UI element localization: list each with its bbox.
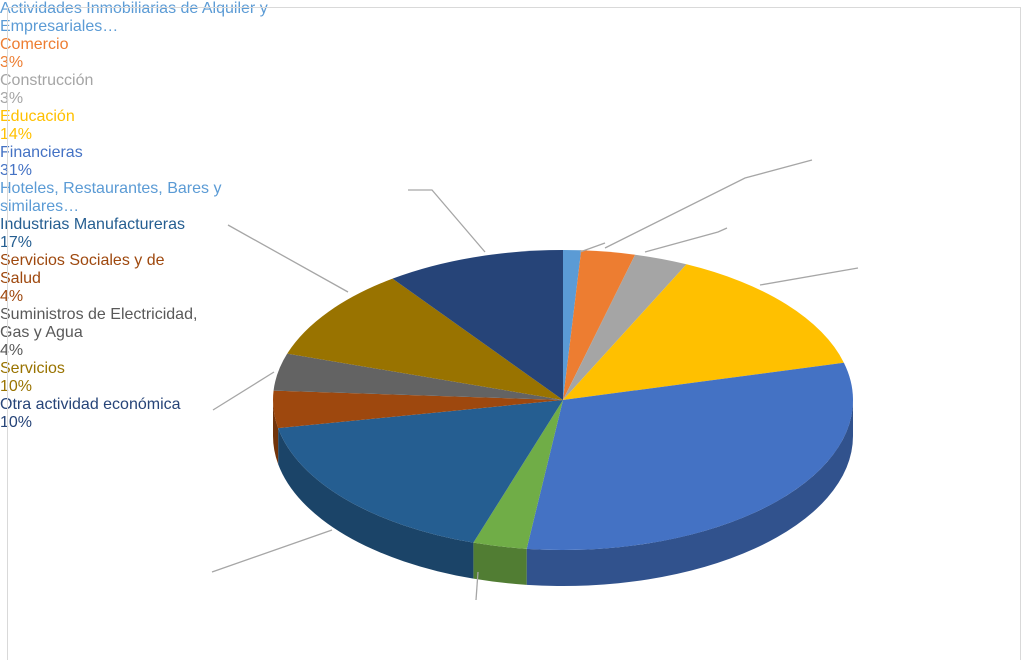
pie-slice-side [273, 400, 279, 465]
value-label: 3% [0, 90, 24, 107]
value-label: 17% [0, 234, 33, 251]
pie-slice-side [278, 428, 474, 579]
pie-slice [273, 353, 563, 400]
pie-slice [473, 400, 563, 549]
category-label: Educación [0, 108, 75, 125]
category-label: Industrias Manufactureras [0, 216, 185, 233]
pie-slice [526, 362, 853, 550]
data-label: Comercio 3% [0, 36, 140, 72]
category-label: Otra actividad económica [0, 396, 181, 413]
pie-slice [563, 250, 582, 400]
data-label: Hoteles, Restaurantes, Bares y similares… [0, 180, 280, 216]
pie-slice [563, 254, 687, 400]
category-label: Comercio [0, 36, 69, 53]
leader-line [227, 224, 349, 293]
data-label: Actividades Inmobiliarias de Alquiler y … [0, 0, 310, 36]
leader-line [644, 227, 728, 253]
category-label: Construcción [0, 72, 94, 89]
leader-line [759, 267, 859, 286]
pie-slice-side [473, 542, 527, 585]
chart-frame [7, 7, 1021, 660]
leader-line [475, 571, 479, 601]
data-label: Financieras 31% [0, 144, 160, 180]
data-label: Otra actividad económica 10% [0, 396, 200, 432]
pie-slice [563, 264, 844, 400]
leader-line [212, 371, 275, 411]
value-label: 14% [0, 126, 33, 143]
leader-line [211, 529, 333, 573]
value-label: 31% [0, 162, 33, 179]
data-label: Industrias Manufactureras 17% [0, 216, 220, 252]
value-label: 4% [0, 288, 24, 305]
value-label: 4% [0, 342, 24, 359]
leader-line [408, 189, 486, 253]
pie-slice [278, 400, 563, 543]
leader-line [604, 159, 813, 249]
category-label: Servicios [0, 360, 65, 377]
data-label: Educación 14% [0, 108, 140, 144]
leader-line [579, 242, 606, 253]
pie-slice-side [526, 400, 853, 586]
data-label: Servicios 10% [0, 360, 160, 396]
pie-slice [273, 390, 563, 429]
data-label: Servicios Sociales y de Salud 4% [0, 252, 170, 306]
category-label: Suministros de Electricidad, Gas y Agua [0, 306, 198, 341]
pie-slice [563, 250, 636, 400]
category-label: Actividades Inmobiliarias de Alquiler y … [0, 0, 268, 35]
category-label: Hoteles, Restaurantes, Bares y similares… [0, 180, 222, 215]
value-label: 3% [0, 54, 24, 71]
pie-slice [287, 278, 563, 400]
value-label: 10% [0, 414, 33, 431]
pie-slice [392, 250, 563, 400]
value-label: 10% [0, 378, 33, 395]
category-label: Servicios Sociales y de Salud [0, 252, 165, 287]
category-label: Financieras [0, 144, 83, 161]
data-label: Suministros de Electricidad, Gas y Agua 4… [0, 306, 200, 360]
data-label: Construcción 3% [0, 72, 160, 108]
